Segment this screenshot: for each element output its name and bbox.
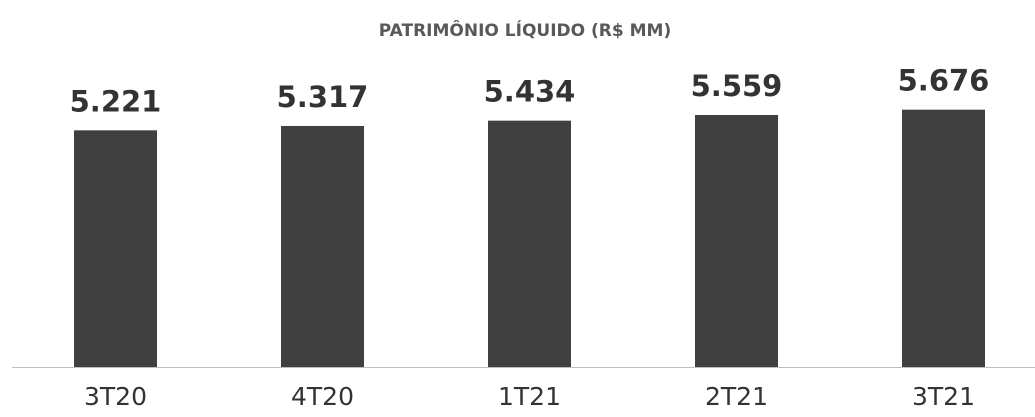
value-label: 5.676 [898, 64, 990, 98]
x-tick-label: 1T21 [498, 382, 561, 411]
x-tick-label: 4T20 [291, 382, 354, 411]
x-tick-label: 2T21 [705, 382, 768, 411]
bar [74, 130, 157, 367]
chart-title: PATRIMÔNIO LÍQUIDO (R$ MM) [379, 19, 671, 41]
bar [695, 114, 778, 367]
x-tick-label: 3T20 [84, 382, 147, 411]
value-label: 5.559 [691, 69, 783, 103]
value-label: 5.434 [484, 75, 576, 109]
bar [902, 109, 985, 368]
x-tick-label: 3T21 [912, 382, 975, 411]
value-label: 5.221 [70, 84, 162, 118]
bar [281, 125, 364, 367]
bar [488, 120, 571, 368]
value-label: 5.317 [277, 80, 369, 114]
